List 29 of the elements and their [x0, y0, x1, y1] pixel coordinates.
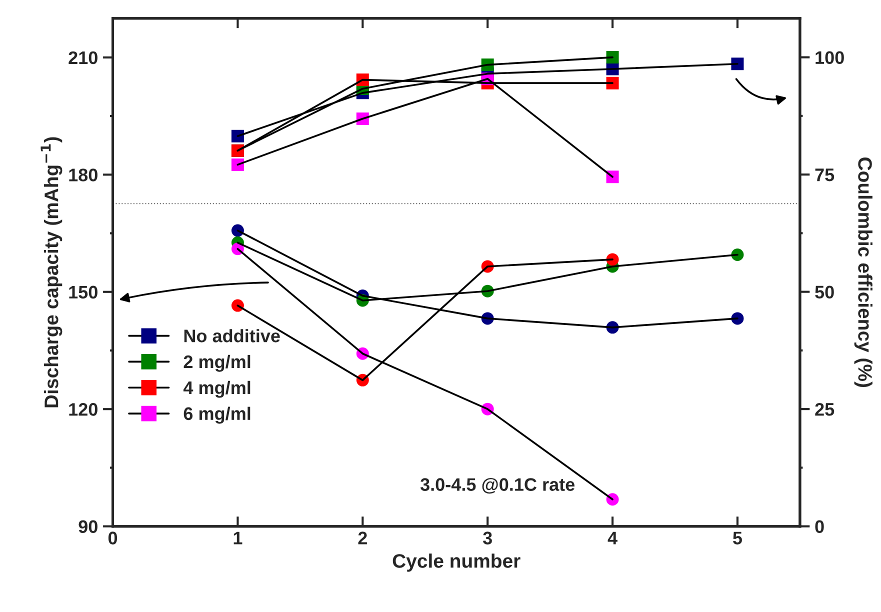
point: [231, 158, 244, 171]
y2-tick-label: 75: [815, 168, 834, 182]
legend-label: 6 mg/ml: [184, 406, 250, 424]
point: [731, 58, 744, 70]
x-tick-label: 5: [733, 532, 742, 544]
x-tick-label: 2: [358, 532, 367, 544]
y2-tick-label: 25: [815, 402, 834, 416]
y-tick-label: 90: [78, 520, 98, 534]
x-tick-label: 0: [108, 532, 118, 544]
y-axis-title: Discharge capacity (mAhg$^{−1}$): [40, 137, 62, 408]
y2-tick-label: 100: [816, 51, 844, 64]
y-tick-label: 150: [69, 286, 98, 299]
point: [606, 51, 619, 64]
y2-tick-label: 0: [815, 520, 824, 534]
y2-axis-title: Coulombic efficiency (%): [854, 158, 872, 387]
legend-label: 2 mg/ml: [184, 354, 250, 372]
legend-label: No additive: [184, 329, 280, 342]
y-tick-label: 120: [69, 403, 98, 416]
legend-label: 4 mg/ml: [183, 380, 250, 398]
x-tick-label: 3: [482, 532, 492, 544]
point: [606, 76, 619, 90]
y-tick-label: 180: [69, 168, 98, 182]
x-tick-label: 4: [608, 532, 618, 544]
point: [231, 130, 244, 142]
annotation: 3.0-4.5 @0.1C rate: [420, 478, 575, 494]
x-tick-label: 1: [234, 532, 242, 544]
y2-tick-label: 50: [815, 286, 834, 299]
y-tick-label: 210: [68, 51, 98, 64]
x-axis-title: Cycle number: [392, 554, 520, 572]
